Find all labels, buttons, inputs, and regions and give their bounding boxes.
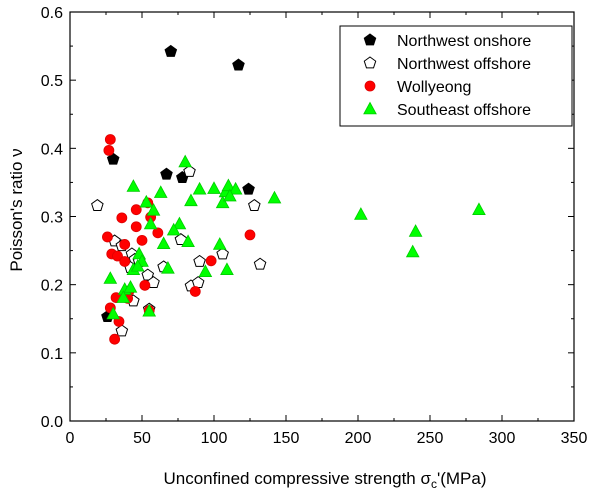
- legend-marker-northwest-onshore: [363, 33, 377, 46]
- legend-marker-wollyeong: [364, 80, 376, 92]
- data-point-southeast-offshore: [178, 154, 193, 168]
- data-point-southeast-offshore: [130, 258, 145, 272]
- data-point-southeast-offshore: [354, 207, 368, 220]
- data-point-southeast-offshore: [221, 178, 236, 192]
- data-point-southeast-offshore: [116, 290, 131, 303]
- legend: Northwest onshore Northwest offshore Wolly…: [339, 25, 573, 127]
- data-point-northwest-offshore: [174, 233, 188, 246]
- data-points: [91, 44, 486, 345]
- data-point-southeast-offshore: [184, 193, 198, 207]
- y-tick-label: 0.6: [41, 5, 63, 22]
- data-point-southeast-offshore: [142, 303, 157, 317]
- x-tick-label: 300: [489, 430, 516, 447]
- data-point-southeast-offshore: [228, 181, 243, 195]
- legend-marker-northwest-offshore: [363, 56, 377, 69]
- data-point-wollyeong: [119, 239, 131, 250]
- y-tick-label: 0.1: [41, 346, 63, 363]
- data-point-southeast-offshore: [472, 202, 486, 215]
- data-point-southeast-offshore: [215, 195, 230, 209]
- data-point-southeast-offshore: [220, 262, 234, 275]
- data-point-southeast-offshore: [181, 234, 195, 248]
- data-point-northwest-onshore: [242, 182, 255, 195]
- x-tick-label: 100: [201, 430, 228, 447]
- data-point-southeast-offshore: [192, 181, 207, 195]
- data-point-wollyeong: [102, 231, 113, 243]
- legend-label-southeast-offshore: Southeast offshore: [397, 102, 531, 119]
- data-point-northwest-offshore: [183, 164, 196, 177]
- data-point-northwest-onshore: [106, 152, 120, 165]
- data-point-wollyeong: [116, 212, 128, 224]
- data-point-southeast-offshore: [166, 222, 181, 236]
- x-axis-title: Unconfined compressive strength σc'(MPa): [163, 469, 486, 491]
- data-point-wollyeong: [130, 221, 142, 233]
- data-point-wollyeong: [104, 134, 116, 145]
- legend-marker-southeast-offshore: [363, 101, 377, 115]
- data-point-southeast-offshore: [156, 236, 171, 250]
- data-point-wollyeong: [119, 256, 131, 267]
- series-northwest-onshore: [101, 44, 255, 323]
- data-point-southeast-offshore: [172, 216, 187, 230]
- data-point-northwest-offshore: [191, 276, 205, 288]
- x-tick-label: 200: [345, 430, 372, 447]
- data-point-southeast-offshore: [198, 264, 213, 277]
- data-point-wollyeong: [189, 286, 201, 297]
- data-point-wollyeong: [109, 333, 121, 345]
- y-axis-title: Poisson's ratio ν: [7, 148, 26, 271]
- x-tick-label: 350: [561, 430, 588, 447]
- legend-label-northwest-offshore: Northwest offshore: [397, 56, 531, 73]
- x-tick-label: 50: [133, 430, 151, 447]
- data-point-southeast-offshore: [139, 194, 154, 208]
- data-point-southeast-offshore: [267, 190, 282, 204]
- data-point-northwest-offshore: [147, 276, 160, 288]
- data-point-northwest-offshore: [216, 247, 229, 260]
- data-point-southeast-offshore: [126, 179, 141, 192]
- y-tick-label: 0.0: [41, 414, 63, 431]
- data-point-southeast-offshore: [222, 188, 237, 202]
- data-point-wollyeong: [244, 229, 256, 241]
- data-point-southeast-offshore: [146, 203, 161, 216]
- data-point-southeast-offshore: [143, 216, 158, 230]
- data-point-southeast-offshore: [123, 280, 138, 293]
- legend-box: [339, 25, 573, 127]
- data-point-wollyeong: [136, 234, 148, 246]
- data-point-wollyeong: [205, 255, 217, 267]
- y-tick-label: 0.4: [41, 141, 63, 158]
- data-point-southeast-offshore: [106, 306, 121, 320]
- data-point-northwest-offshore: [141, 268, 155, 281]
- data-point-wollyeong: [130, 204, 142, 216]
- data-point-northwest-offshore: [193, 254, 206, 267]
- x-tick-label: 150: [273, 430, 300, 447]
- axis-ticks: [69, 11, 575, 422]
- data-point-southeast-offshore: [405, 244, 420, 258]
- data-point-northwest-onshore: [164, 44, 178, 57]
- data-point-northwest-offshore: [253, 257, 267, 270]
- data-point-southeast-offshore: [161, 260, 175, 274]
- data-point-southeast-offshore: [207, 181, 221, 194]
- data-point-wollyeong: [103, 144, 115, 156]
- data-point-southeast-offshore: [212, 237, 227, 250]
- x-tick-label: 250: [417, 430, 444, 447]
- y-tick-label: 0.2: [41, 278, 63, 295]
- y-tick-label: 0.3: [41, 210, 63, 227]
- data-point-wollyeong: [152, 227, 164, 239]
- data-point-northwest-offshore: [115, 324, 129, 337]
- legend-label-wollyeong: Wollyeong: [397, 79, 471, 96]
- legend-label-northwest-onshore: Northwest onshore: [397, 33, 531, 50]
- data-point-southeast-offshore: [408, 224, 423, 237]
- data-point-northwest-onshore: [232, 58, 245, 71]
- data-point-northwest-offshore: [248, 198, 261, 211]
- data-point-southeast-offshore: [153, 185, 168, 198]
- series-wollyeong: [102, 134, 256, 345]
- y-tick-labels: 0.0 0.1 0.2 0.3 0.4 0.5 0.6: [41, 5, 63, 431]
- data-point-wollyeong: [139, 279, 151, 291]
- y-tick-label: 0.5: [41, 73, 63, 90]
- data-point-northwest-offshore: [91, 198, 104, 211]
- data-point-southeast-offshore: [103, 271, 118, 284]
- x-tick-labels: 0 50 100 150 200 250 300 350: [66, 430, 588, 447]
- data-point-northwest-onshore: [160, 167, 173, 180]
- data-point-wollyeong: [112, 250, 123, 262]
- series-southeast-offshore: [103, 154, 486, 320]
- x-tick-label: 0: [66, 430, 75, 447]
